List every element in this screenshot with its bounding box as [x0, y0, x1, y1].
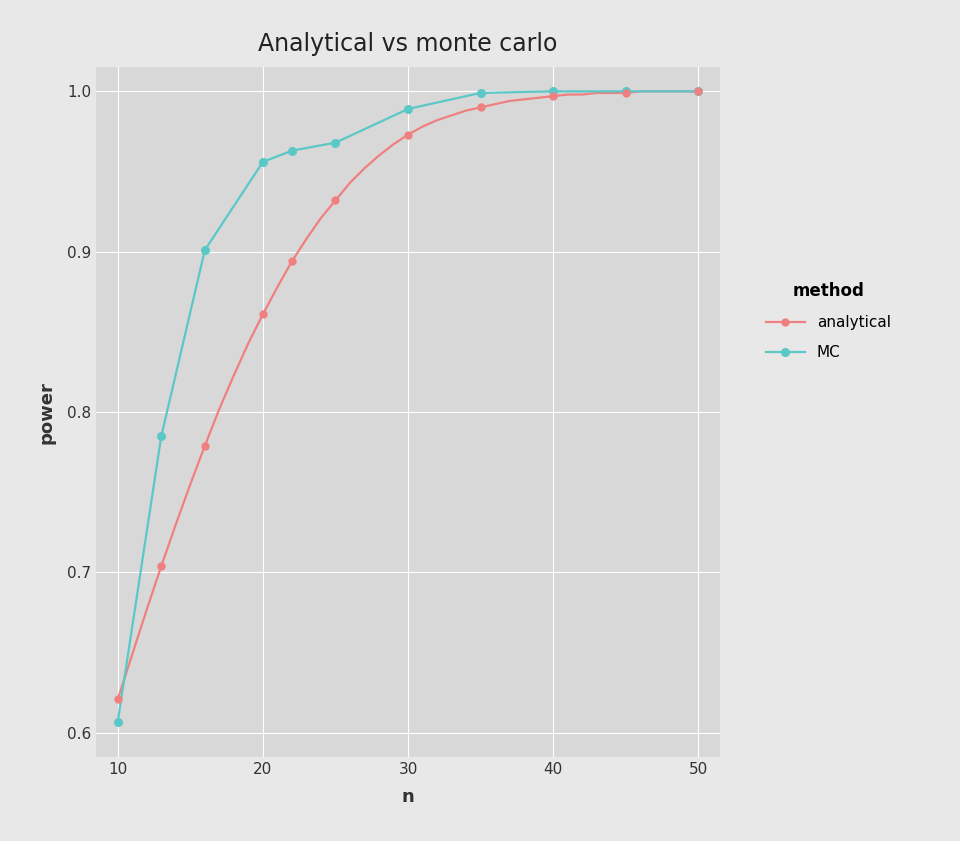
- Y-axis label: power: power: [37, 381, 56, 443]
- X-axis label: n: n: [401, 788, 415, 806]
- Legend: analytical, MC: analytical, MC: [753, 268, 904, 374]
- Title: Analytical vs monte carlo: Analytical vs monte carlo: [258, 32, 558, 56]
